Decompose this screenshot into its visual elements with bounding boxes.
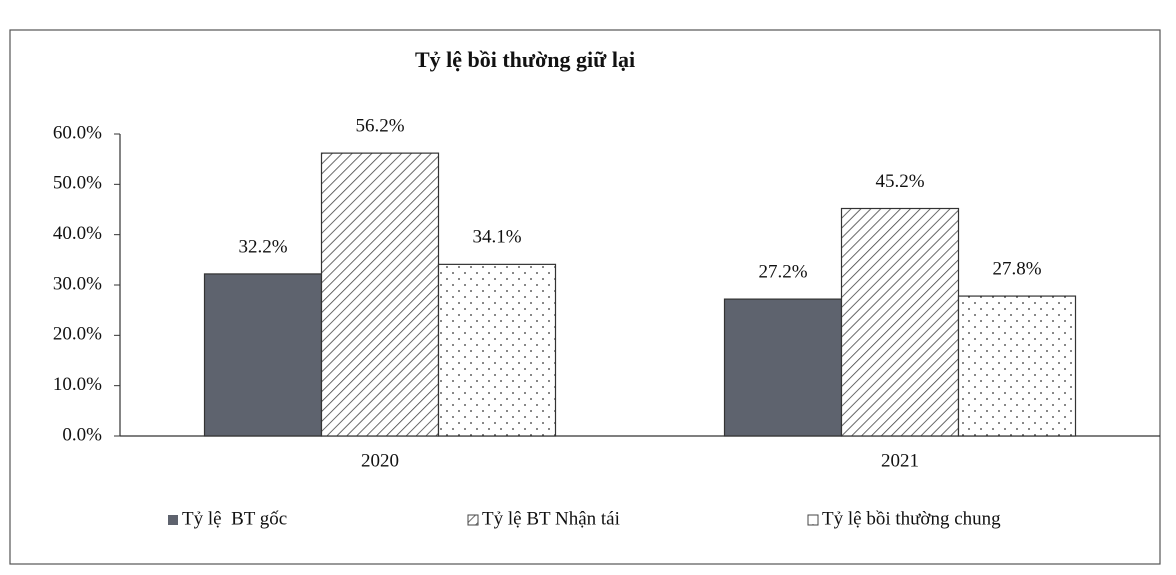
value-label: 32.2% [238, 236, 287, 257]
y-tick-label: 50.0% [53, 173, 102, 194]
x-tick-label: 2020 [361, 450, 399, 471]
legend-swatch [467, 514, 479, 526]
bar [437, 263, 557, 437]
y-tick-label: 10.0% [53, 374, 102, 395]
x-tick-label: 2021 [881, 450, 919, 471]
y-tick-label: 20.0% [53, 324, 102, 345]
legend-swatch [168, 515, 178, 525]
legend-label: Tỷ lệ bồi thường chung [822, 508, 1001, 529]
legend-label: Tỷ lệ BT gốc [182, 508, 287, 529]
y-tick-label: 0.0% [62, 424, 102, 445]
chart-title: Tỷ lệ bồi thường giữ lại [415, 47, 635, 72]
legend-label: Tỷ lệ BT Nhận tái [482, 508, 620, 529]
value-label: 45.2% [875, 171, 924, 192]
y-tick-label: 60.0% [53, 122, 102, 143]
bar [723, 298, 843, 437]
y-tick-label: 30.0% [53, 273, 102, 294]
legend-swatch [807, 514, 819, 526]
value-label: 27.8% [992, 258, 1041, 279]
bar [320, 152, 440, 437]
bar [957, 295, 1077, 437]
bar [840, 207, 960, 437]
value-label: 56.2% [355, 115, 404, 136]
y-tick-label: 40.0% [53, 223, 102, 244]
value-label: 27.2% [758, 261, 807, 282]
value-label: 34.1% [472, 227, 521, 248]
bar [203, 273, 323, 437]
